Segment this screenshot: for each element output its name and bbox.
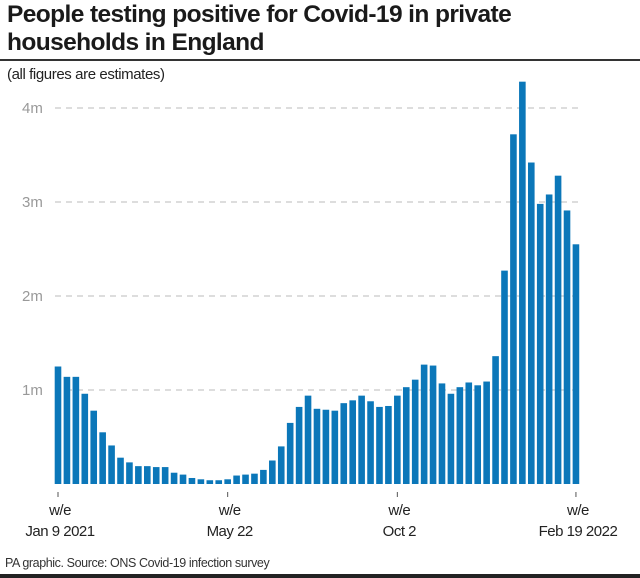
bar xyxy=(215,480,223,484)
bar xyxy=(563,210,571,484)
y-tick-label: 4m xyxy=(22,100,43,117)
bar xyxy=(233,475,240,484)
x-tick-label-line2: Jan 9 2021 xyxy=(25,523,94,540)
gridlines: 1m 2m 3m 4m xyxy=(22,100,580,399)
bar xyxy=(269,460,276,484)
bar xyxy=(394,395,401,484)
bar xyxy=(135,466,142,484)
bar xyxy=(411,379,419,484)
bar xyxy=(313,408,321,484)
bar xyxy=(277,446,285,484)
bar xyxy=(554,175,562,484)
bar xyxy=(161,467,169,484)
bar xyxy=(501,270,508,484)
bar xyxy=(331,410,339,484)
bar xyxy=(492,356,499,484)
bar xyxy=(322,409,330,484)
bar xyxy=(126,462,133,484)
bar xyxy=(483,381,490,484)
bar xyxy=(510,134,517,484)
bar xyxy=(251,473,258,484)
bar xyxy=(179,474,187,484)
bar xyxy=(367,401,374,484)
x-tick-label-line2: Oct 2 xyxy=(383,523,417,540)
bar xyxy=(340,403,348,484)
bar xyxy=(90,410,98,484)
bar xyxy=(286,422,294,484)
bar xyxy=(108,445,115,484)
bar xyxy=(429,365,437,484)
bar xyxy=(438,383,446,484)
bar xyxy=(206,480,214,484)
bar xyxy=(295,406,303,484)
y-tick-label: 2m xyxy=(22,288,43,305)
title-divider xyxy=(0,59,640,61)
bar xyxy=(456,387,464,484)
bar xyxy=(72,376,80,484)
bars xyxy=(54,81,580,485)
chart-subtitle: (all figures are estimates) xyxy=(7,66,165,83)
bar xyxy=(536,203,544,484)
bar xyxy=(420,364,428,484)
bar xyxy=(152,467,160,484)
bar xyxy=(260,469,267,484)
bar xyxy=(224,479,231,484)
bar xyxy=(519,81,526,485)
bar xyxy=(242,474,249,484)
bar xyxy=(465,382,473,484)
bar xyxy=(144,466,151,484)
x-axis-ticks: w/e Jan 9 2021 w/e May 22 w/e Oct 2 w/e Feb 19 … xyxy=(25,492,618,540)
source-note: PA graphic. Source: ONS Covid-19 infecti… xyxy=(5,556,270,570)
bar xyxy=(54,366,62,484)
x-tick-label-line1: w/e xyxy=(387,502,410,519)
bar xyxy=(117,457,124,484)
bar xyxy=(63,376,71,484)
x-tick-label-line2: May 22 xyxy=(207,523,253,540)
bar xyxy=(197,479,205,484)
bar xyxy=(358,395,365,484)
bar xyxy=(349,400,356,484)
x-tick-label-line2: Feb 19 2022 xyxy=(539,523,618,540)
y-tick-label: 1m xyxy=(22,382,43,399)
x-tick-label-line1: w/e xyxy=(48,502,71,519)
bar xyxy=(376,406,383,484)
x-tick-label-line1: w/e xyxy=(566,502,589,519)
bar xyxy=(474,385,482,484)
x-tick-label-line1: w/e xyxy=(218,502,241,519)
bar xyxy=(99,432,106,484)
bottom-divider xyxy=(0,574,640,578)
bar xyxy=(402,387,410,484)
bar xyxy=(447,393,455,484)
chart-title: People testing positive for Covid-19 in … xyxy=(7,1,512,56)
bar xyxy=(188,477,196,484)
bar xyxy=(304,395,312,484)
bar xyxy=(81,393,89,484)
bar xyxy=(572,244,580,484)
bar xyxy=(545,194,553,485)
bar xyxy=(170,472,178,484)
bar xyxy=(385,405,392,484)
y-tick-label: 3m xyxy=(22,194,43,211)
bar xyxy=(527,162,535,484)
